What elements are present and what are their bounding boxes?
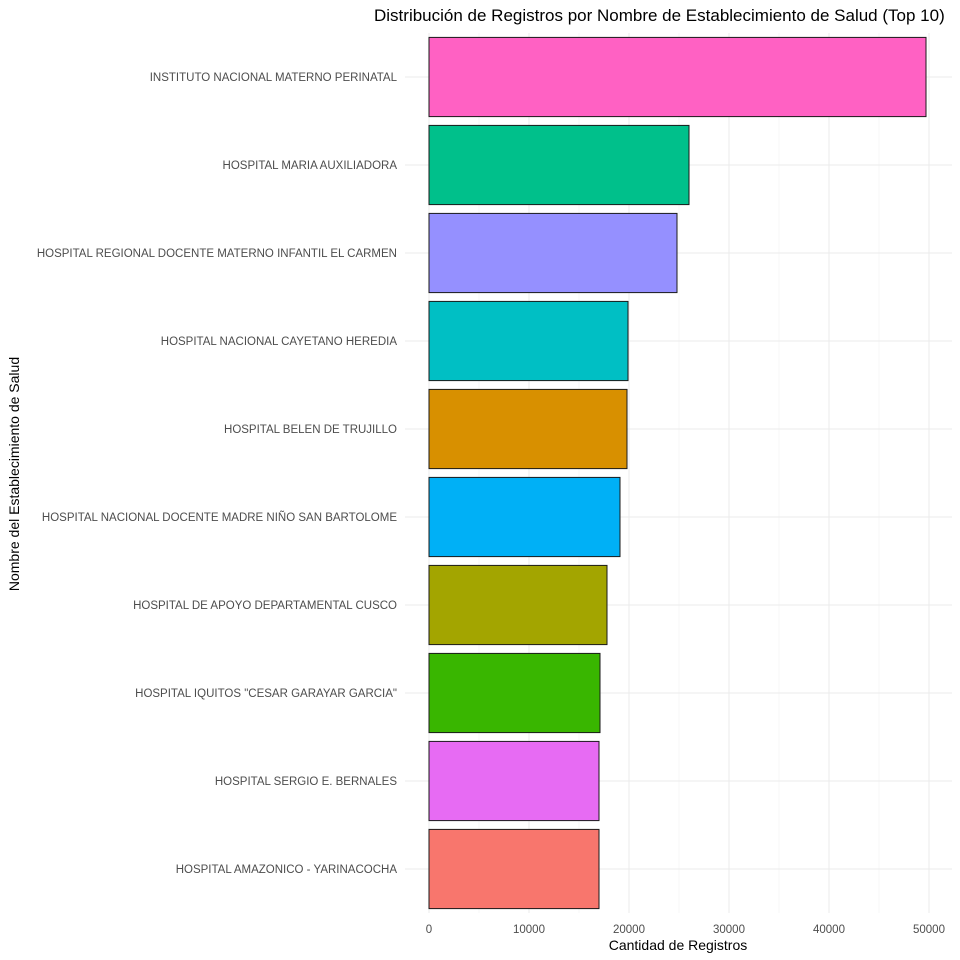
- bar: [428, 740, 600, 822]
- category-label: HOSPITAL NACIONAL DOCENTE MADRE NIÑO SAN…: [42, 511, 397, 524]
- bar: [428, 36, 927, 118]
- x-tick-label: 10000: [513, 924, 545, 936]
- bar: [428, 300, 629, 382]
- category-label: HOSPITAL BELEN DE TRUJILLO: [224, 424, 397, 436]
- category-label: HOSPITAL REGIONAL DOCENTE MATERNO INFANT…: [37, 248, 397, 260]
- category-label: INSTITUTO NACIONAL MATERNO PERINATAL: [150, 72, 398, 84]
- category-label: HOSPITAL NACIONAL CAYETANO HEREDIA: [161, 336, 398, 348]
- bars: [428, 36, 927, 910]
- bar: [428, 212, 678, 294]
- x-tick-label: 40000: [813, 924, 845, 936]
- bar: [428, 476, 621, 558]
- y-axis-title: Nombre del Establecimiento de Salud: [6, 357, 22, 591]
- category-labels: INSTITUTO NACIONAL MATERNO PERINATAL HOSP…: [37, 72, 398, 876]
- category-label: HOSPITAL IQUITOS "CESAR GARAYAR GARCIA": [135, 688, 397, 700]
- category-label: HOSPITAL SERGIO E. BERNALES: [215, 776, 397, 788]
- bar: [428, 652, 601, 734]
- bar: [428, 828, 600, 910]
- x-axis-title: Cantidad de Registros: [609, 937, 748, 953]
- category-label: HOSPITAL MARIA AUXILIADORA: [223, 160, 398, 172]
- bar: [428, 124, 690, 206]
- x-tick-labels: 0 10000 20000 30000 40000 50000: [426, 924, 945, 936]
- category-label: HOSPITAL DE APOYO DEPARTAMENTAL CUSCO: [133, 600, 397, 612]
- x-tick-label: 30000: [713, 924, 745, 936]
- chart-title: Distribución de Registros por Nombre de …: [374, 6, 945, 25]
- bar: [428, 564, 608, 646]
- x-tick-label: 50000: [913, 924, 945, 936]
- category-label: HOSPITAL AMAZONICO - YARINACOCHA: [176, 864, 398, 876]
- bar: [428, 388, 628, 470]
- x-tick-label: 20000: [613, 924, 645, 936]
- x-tick-label: 0: [426, 924, 432, 936]
